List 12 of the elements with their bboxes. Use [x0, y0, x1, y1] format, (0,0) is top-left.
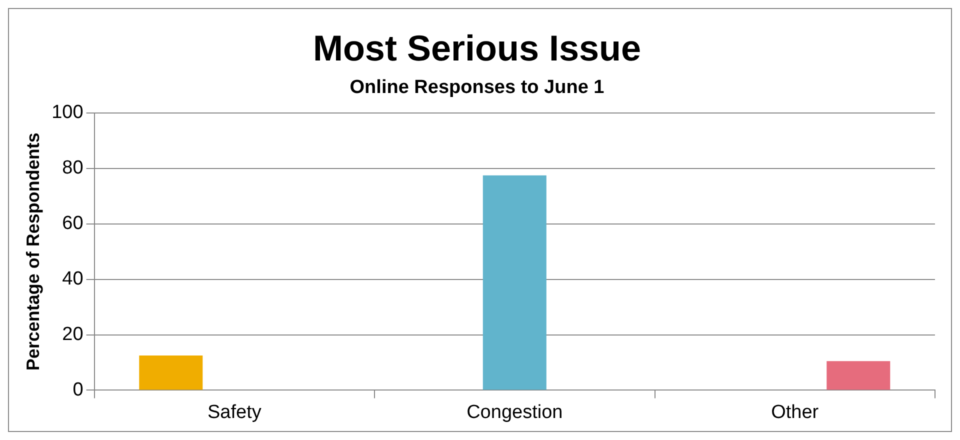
y-tick-label: 20	[62, 324, 84, 345]
chart-subtitle: Online Responses to June 1	[350, 76, 605, 98]
y-tick-label: 60	[62, 213, 84, 234]
x-tick-label: Other	[771, 402, 820, 423]
y-tick-label: 0	[72, 379, 84, 400]
y-tick-label: 40	[62, 268, 84, 290]
x-tick-label: Safety	[207, 402, 262, 423]
chart-title: Most Serious Issue	[312, 28, 642, 69]
y-tick-label: 80	[62, 158, 84, 179]
y-axis-title: Percentage of Respondents	[22, 132, 43, 371]
x-tick-label: Congestion	[466, 402, 563, 423]
y-tick-label: 100	[52, 102, 84, 124]
